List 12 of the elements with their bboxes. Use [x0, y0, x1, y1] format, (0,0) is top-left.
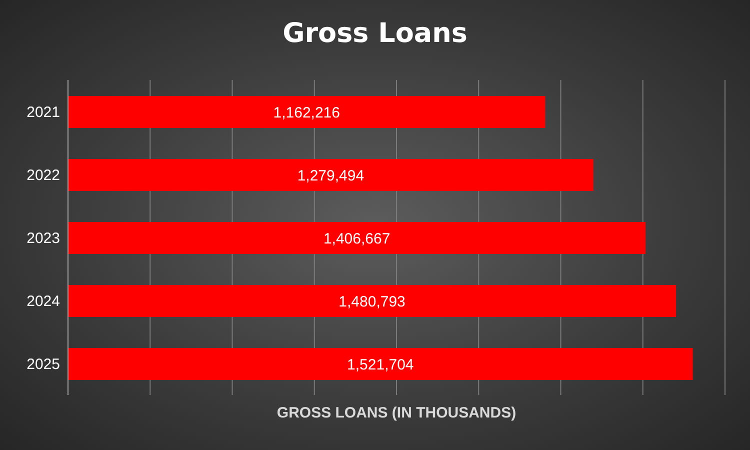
- data-label: 1,162,216: [273, 104, 340, 122]
- data-label: 1,521,704: [347, 356, 414, 374]
- y-tick-label: 2023: [26, 230, 60, 247]
- y-tick-label: 2022: [26, 166, 60, 184]
- x-axis-title: GROSS LOANS (IN THOUSANDS): [276, 404, 516, 422]
- data-label: 1,279,494: [297, 167, 364, 184]
- chart-title: Gross Loans: [282, 18, 468, 49]
- y-tick-label: 2025: [26, 356, 60, 373]
- data-label: 1,480,793: [338, 293, 406, 310]
- y-tick-label: 2024: [26, 292, 60, 310]
- data-label: 1,406,667: [323, 230, 390, 248]
- y-tick-label: 2021: [26, 104, 60, 121]
